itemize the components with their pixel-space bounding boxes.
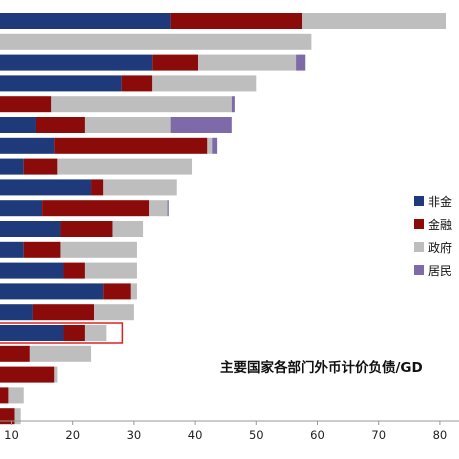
- legend-swatch-0: [414, 196, 424, 206]
- bar-8-series-1: [91, 179, 104, 196]
- bar-6-series-0: [0, 137, 55, 154]
- bar-19-series-2: [14, 408, 21, 425]
- bar-4-series-3: [231, 96, 235, 113]
- bar-2-series-2: [198, 54, 297, 71]
- legend-swatch-2: [414, 242, 424, 252]
- bar-13-series-0: [0, 283, 104, 300]
- bar-2-series-1: [152, 54, 199, 71]
- bar-11-series-1: [23, 241, 61, 258]
- legend-label-3: 居民: [428, 264, 452, 278]
- x-tick-label-40: 40: [188, 428, 203, 442]
- bar-10-series-2: [112, 221, 144, 237]
- bar-9-series-1: [42, 200, 150, 217]
- bar-13-series-2: [130, 283, 137, 300]
- bar-16-series-1: [0, 345, 30, 362]
- bar-12-series-0: [0, 262, 64, 279]
- bar-10-series-0: [0, 221, 61, 237]
- bar-3-series-0: [0, 75, 122, 92]
- bar-6-series-3: [212, 137, 218, 154]
- bar-16-series-2: [29, 345, 92, 362]
- bar-4-series-2: [51, 96, 232, 113]
- bar-3-series-2: [152, 75, 257, 92]
- legend-label-2: 政府: [428, 240, 452, 255]
- bar-11-series-0: [0, 241, 24, 258]
- bar-11-series-2: [60, 241, 137, 258]
- x-tick-label-10: 10: [4, 428, 19, 442]
- bar-4-series-1: [0, 96, 52, 113]
- bar-5-series-1: [35, 117, 85, 133]
- bar-18-series-1: [0, 387, 9, 404]
- x-tick-label-60: 60: [310, 428, 325, 442]
- bar-14-series-1: [32, 304, 95, 321]
- bar-19-series-1: [0, 408, 15, 425]
- bar-2-series-3: [296, 54, 306, 71]
- bar-0-series-1: [170, 13, 303, 29]
- bar-15-series-0: [0, 325, 64, 341]
- bar-9-series-0: [0, 200, 43, 217]
- highlight-box: [0, 322, 124, 344]
- bar-17-series-2: [54, 366, 58, 383]
- bar-14-series-2: [94, 304, 134, 321]
- bars-layer: [0, 13, 447, 425]
- legend-label-0: 非金: [428, 194, 452, 209]
- bar-15-series-1: [63, 325, 85, 341]
- bar-15-series-2: [84, 325, 107, 341]
- bar-3-series-1: [121, 75, 153, 92]
- chart-title: 主要国家各部门外币计价负债/GD: [220, 359, 423, 376]
- bar-7-series-0: [0, 158, 24, 175]
- bar-0-series-0: [0, 13, 171, 29]
- x-tick-label-30: 30: [127, 428, 142, 442]
- x-ticks: 10 20 30 40 50 60 70 80: [4, 421, 447, 442]
- bar-9-series-2: [149, 200, 168, 217]
- bar-8-series-0: [0, 179, 92, 196]
- bar-5-series-3: [170, 117, 232, 133]
- bar-6-series-1: [54, 137, 208, 154]
- bar-9-series-3: [167, 200, 169, 217]
- x-tick-label-70: 70: [371, 428, 386, 442]
- bar-8-series-2: [103, 179, 177, 196]
- bar-1-series-2: [0, 33, 312, 50]
- bar-12-series-1: [63, 262, 85, 279]
- x-tick-label-80: 80: [433, 428, 448, 442]
- bar-18-series-2: [8, 387, 24, 404]
- bar-7-series-2: [57, 158, 193, 175]
- legend-label-1: 金融: [428, 217, 452, 232]
- bar-13-series-1: [103, 283, 131, 300]
- bar-12-series-2: [84, 262, 137, 279]
- bar-10-series-1: [60, 221, 113, 237]
- bar-7-series-1: [23, 158, 58, 175]
- bar-5-series-0: [0, 117, 36, 133]
- bar-2-series-0: [0, 54, 153, 71]
- bar-5-series-2: [84, 117, 171, 133]
- x-tick-label-20: 20: [65, 428, 80, 442]
- legend-swatch-3: [414, 265, 424, 275]
- legend-swatch-1: [414, 219, 424, 229]
- bar-14-series-0: [0, 304, 33, 321]
- x-tick-label-50: 50: [249, 428, 264, 442]
- bar-6-series-2: [207, 137, 213, 154]
- bar-0-series-2: [302, 13, 447, 29]
- bar-17-series-1: [0, 366, 55, 383]
